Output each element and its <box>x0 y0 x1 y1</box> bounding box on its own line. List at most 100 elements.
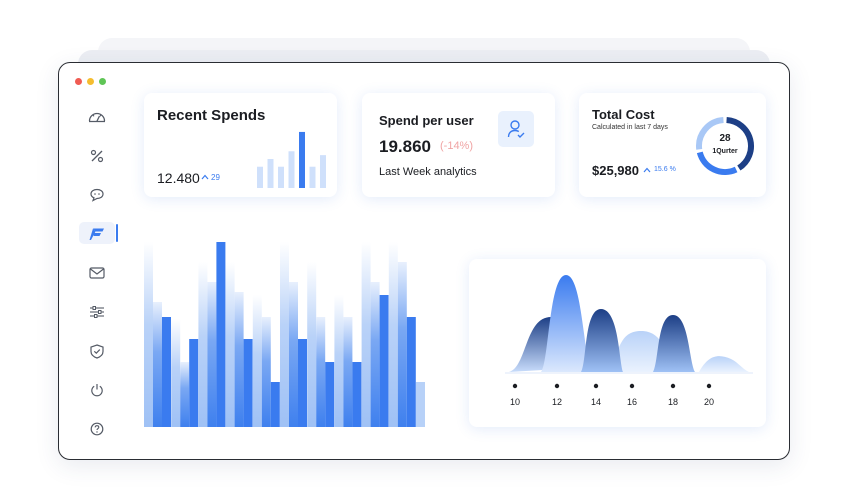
wave-chart-card[interactable]: 10 12 14 16 18 20 <box>469 259 766 427</box>
wave-area <box>699 356 749 372</box>
mail-icon <box>89 267 105 279</box>
recent-spends-value: 12.480 <box>157 170 200 186</box>
bar <box>416 382 425 427</box>
x-tick-dot <box>512 383 518 389</box>
x-tick-label: 16 <box>626 397 637 407</box>
app-window: Recent Spends 12.480 29 Spend per user 1… <box>58 62 790 460</box>
total-cost-card[interactable]: Total Cost Calculated in last 7 days $25… <box>579 93 766 197</box>
bar <box>325 362 335 427</box>
bar <box>225 262 235 427</box>
percent-icon <box>90 149 104 163</box>
chat-icon <box>90 188 104 202</box>
sidebar-item-settings[interactable] <box>73 300 121 324</box>
bar <box>207 282 217 427</box>
gauge-icon <box>88 112 106 123</box>
donut-slice <box>696 117 724 150</box>
sidebar-item-messages[interactable] <box>73 183 121 207</box>
total-cost-donut <box>696 117 754 175</box>
shield-check-icon <box>90 343 104 359</box>
spark-bar <box>299 131 305 188</box>
arrow-up-icon <box>643 167 651 173</box>
recent-spends-card[interactable]: Recent Spends 12.480 29 <box>144 93 337 197</box>
x-tick-label: 12 <box>551 397 562 407</box>
spark-bar <box>288 151 295 188</box>
x-tick-label: 10 <box>509 397 520 407</box>
maximize-window-button[interactable] <box>99 78 106 85</box>
spark-bar <box>278 166 284 188</box>
bar <box>307 262 317 427</box>
sidebar-item-brand[interactable] <box>73 222 121 246</box>
sidebar-item-mail[interactable] <box>73 261 121 285</box>
spark-bar <box>257 166 263 188</box>
bar <box>343 317 353 427</box>
spend-per-user-change: (-14%) <box>440 140 474 152</box>
x-tick-label: 18 <box>667 397 678 407</box>
total-cost-change: 15.6 % <box>654 166 676 173</box>
bar <box>270 382 280 427</box>
sidebar-item-power[interactable] <box>73 378 121 402</box>
x-tick-label: 14 <box>590 397 601 407</box>
bar <box>361 242 371 427</box>
bar <box>144 242 153 427</box>
bar <box>198 262 208 427</box>
bar <box>370 282 380 427</box>
active-item-indicator <box>116 224 118 242</box>
x-tick-dot <box>629 383 635 389</box>
wave-area <box>541 275 593 372</box>
minimize-window-button[interactable] <box>87 78 94 85</box>
sidebar-item-security[interactable] <box>73 339 121 363</box>
bar <box>334 295 344 427</box>
wave-area <box>653 315 695 372</box>
bar <box>162 317 171 427</box>
donut-slice <box>726 117 754 171</box>
bar <box>171 319 181 427</box>
spend-per-user-subtitle: Last Week analytics <box>379 166 477 178</box>
x-tick-label: 20 <box>703 397 714 407</box>
bar <box>261 317 271 427</box>
bar <box>316 317 326 427</box>
window-controls <box>75 78 106 85</box>
power-icon <box>91 384 103 397</box>
sidebar-item-dashboard[interactable] <box>73 105 121 129</box>
donut-slice <box>696 151 738 175</box>
sidebar-item-help[interactable] <box>73 417 121 441</box>
bar <box>153 302 162 427</box>
sliders-icon <box>90 306 104 318</box>
x-tick-dot <box>670 383 676 389</box>
recent-spends-chart <box>257 131 326 188</box>
bar <box>388 242 398 427</box>
spend-per-user-value: 19.860 <box>379 137 431 156</box>
wave-chart <box>505 275 753 389</box>
spark-bar <box>267 159 274 188</box>
spend-per-user-card[interactable]: Spend per user 19.860 (-14%) Last Week a… <box>362 93 555 197</box>
spend-per-user-title: Spend per user <box>379 113 474 128</box>
x-tick-dot <box>593 383 599 389</box>
bar <box>180 362 190 427</box>
user-icon-badge <box>498 111 534 147</box>
bar <box>406 317 416 427</box>
total-cost-subtitle: Calculated in last 7 days <box>592 124 668 131</box>
close-window-button[interactable] <box>75 78 82 85</box>
bar <box>252 295 262 427</box>
bar <box>243 339 253 427</box>
arrow-up-icon <box>201 174 209 180</box>
user-check-icon <box>507 120 525 138</box>
spark-bar <box>320 155 326 188</box>
total-cost-title: Total Cost <box>592 107 655 122</box>
x-tick-dot <box>554 383 560 389</box>
bar <box>280 242 289 427</box>
sidebar-item-discounts[interactable] <box>73 144 121 168</box>
donut-center-value: 28 <box>719 133 731 144</box>
bar <box>289 282 298 427</box>
wave-baseline <box>505 372 753 374</box>
bar <box>216 242 226 427</box>
spark-bar <box>309 166 316 188</box>
bar <box>397 262 407 427</box>
total-cost-value: $25,980 <box>592 163 639 178</box>
bar <box>379 295 389 427</box>
recent-spends-title: Recent Spends <box>157 107 266 124</box>
wave-area <box>581 309 623 372</box>
recent-spends-change: 29 <box>211 173 220 182</box>
bar <box>298 339 307 427</box>
